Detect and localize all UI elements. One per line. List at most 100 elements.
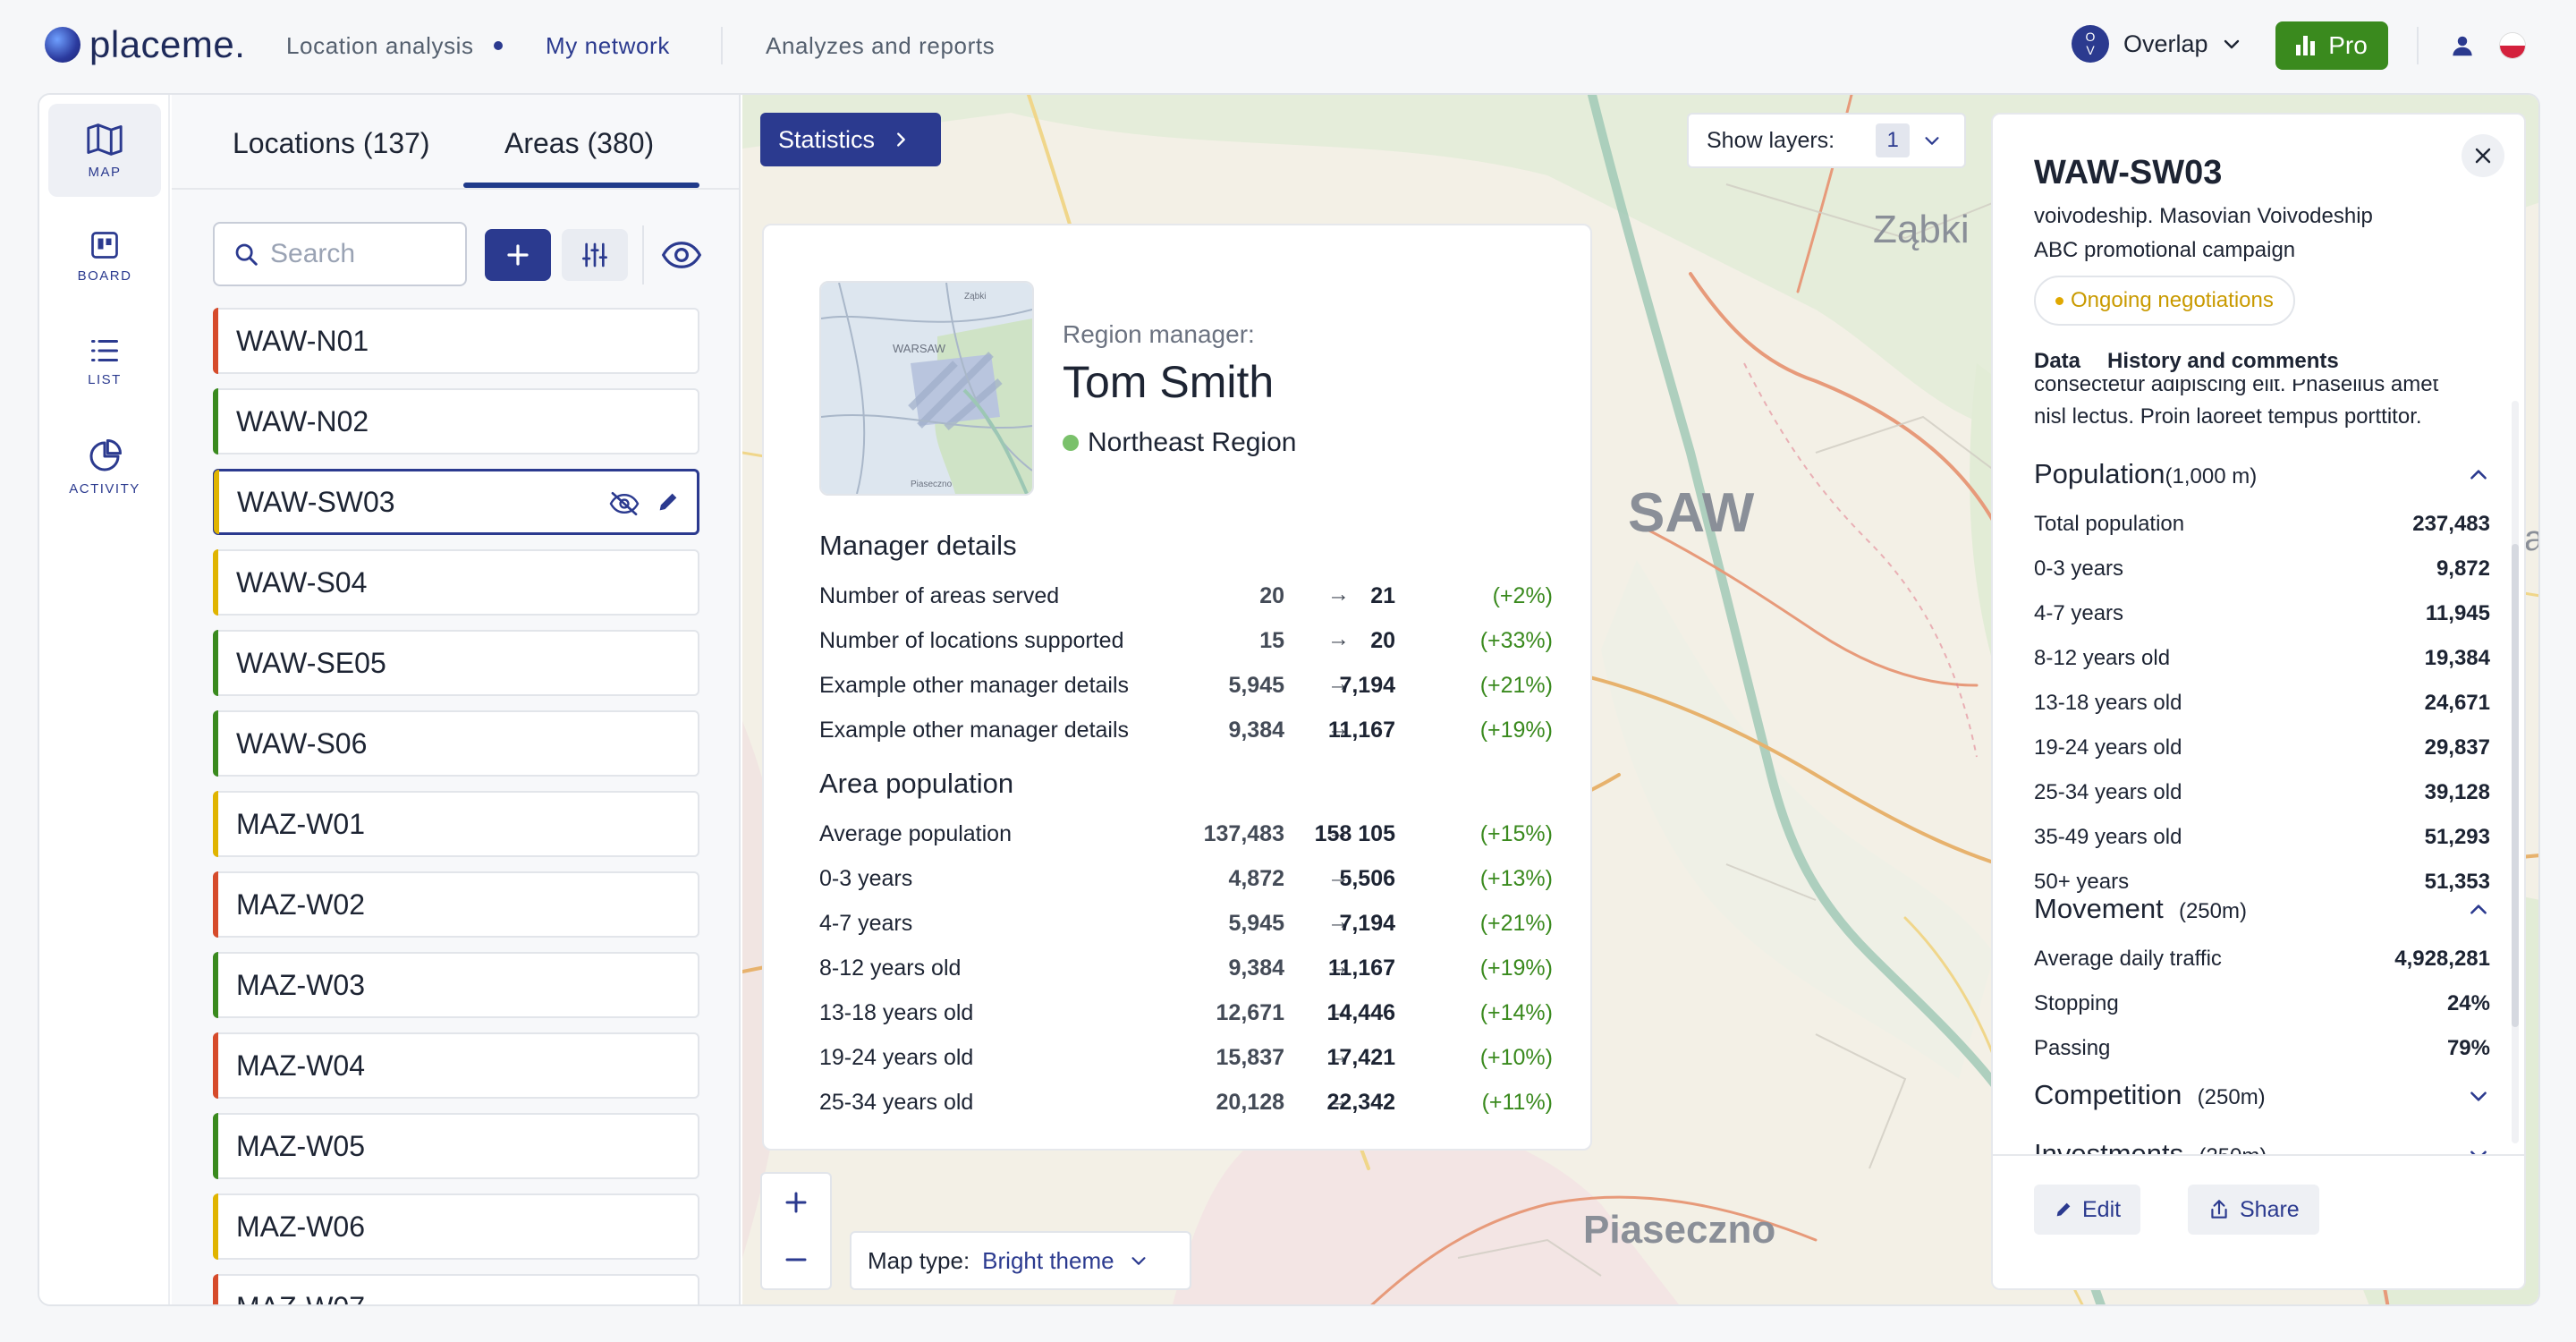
row-previous-value: 15: [1259, 628, 1284, 653]
table-row: Example other manager details 9,384 → 11,16…: [819, 710, 1553, 752]
map-type-dropdown[interactable]: Map type: Bright theme: [850, 1231, 1191, 1290]
list-item[interactable]: MAZ-W06: [213, 1193, 699, 1260]
list-item[interactable]: WAW-N02: [213, 388, 699, 454]
filter-button[interactable]: [562, 229, 628, 281]
zoom-in-button[interactable]: [762, 1174, 830, 1231]
map-label-edge: al: [2524, 519, 2538, 559]
stat-label: 4-7 years: [2034, 601, 2124, 625]
search-input[interactable]: [270, 239, 449, 269]
detail-scrollbar[interactable]: [2512, 401, 2519, 1143]
row-current-value: 20: [1370, 628, 1395, 653]
list-item[interactable]: WAW-N01: [213, 308, 699, 374]
logo[interactable]: placeme.: [45, 23, 245, 66]
list-item[interactable]: WAW-S04: [213, 549, 699, 616]
list-item[interactable]: MAZ-W07: [213, 1274, 699, 1304]
detail-scroll-area[interactable]: consectetur adipiscing elit. Phasellus a…: [1993, 379, 2524, 1154]
list-item-label: WAW-S06: [236, 726, 368, 760]
share-button[interactable]: Share: [2188, 1185, 2319, 1235]
user-icon[interactable]: [2449, 32, 2476, 59]
zoom-out-button[interactable]: [762, 1231, 830, 1288]
tab-history-comments[interactable]: History and comments: [2107, 349, 2339, 373]
list-item-label: WAW-N01: [236, 324, 369, 357]
tab-areas[interactable]: Areas (380): [504, 127, 655, 159]
stat-row: 13-18 years old 24,671: [2034, 691, 2490, 726]
arrow-right-icon: →: [1327, 1088, 1350, 1113]
row-label: 13-18 years old: [819, 1000, 974, 1025]
thumb-label-zabki: Ząbki: [964, 292, 986, 302]
row-label: Number of areas served: [819, 583, 1060, 608]
bar-chart-icon: [2296, 36, 2318, 55]
list-icon: [91, 339, 118, 361]
thumb-label-piaseczno: Piaseczno: [911, 480, 953, 489]
population-section-header[interactable]: Population(1,000 m): [2034, 458, 2490, 490]
rail-item-list[interactable]: LIST: [48, 315, 161, 408]
scrollbar-thumb[interactable]: [2512, 544, 2519, 1027]
area-detail-panel: WAW-SW03 voivodeship. Masovian Voivodesh…: [1991, 113, 2526, 1290]
list-tabs: Locations (137) Areas (380): [172, 95, 739, 190]
visibility-toggle-button[interactable]: [655, 229, 708, 281]
stat-value: 79%: [2446, 1036, 2490, 1060]
row-previous-value: 4,872: [1228, 866, 1284, 891]
nav-analyzes-reports[interactable]: Analyzes and reports: [766, 32, 996, 59]
list-item[interactable]: WAW-S06: [213, 710, 699, 777]
row-previous-value: 5,945: [1228, 911, 1284, 936]
list-item[interactable]: MAZ-W05: [213, 1113, 699, 1179]
region-status-dot: [1063, 435, 1079, 451]
search-icon: [235, 243, 258, 266]
map-canvas[interactable]: Ząbki SAW Piaseczno al Statistics Show l…: [742, 95, 2538, 1304]
rail-item-activity[interactable]: ACTIVITY: [48, 420, 161, 514]
list-item-label: MAZ-W06: [236, 1210, 365, 1243]
area-description: consectetur adipiscing elit. Phasellus a…: [2034, 379, 2439, 429]
arrow-right-icon: →: [1327, 716, 1350, 741]
row-label: 8-12 years old: [819, 956, 962, 981]
nav-my-network[interactable]: My network: [546, 32, 670, 59]
area-campaign: ABC promotional campaign: [2034, 238, 2296, 262]
stat-value: 29,837: [2424, 735, 2490, 760]
stat-value: 237,483: [2412, 512, 2490, 536]
row-label: 4-7 years: [819, 911, 913, 936]
nav-location-analysis[interactable]: Location analysis: [286, 32, 474, 59]
row-change: (+11%): [1481, 1090, 1553, 1115]
rail-item-map[interactable]: MAP: [48, 104, 161, 197]
app-frame: MAP BOARD LIST ACTIVITY Locations (137) …: [38, 93, 2540, 1306]
list-item[interactable]: WAW-SE05: [213, 630, 699, 696]
pro-button[interactable]: Pro: [2275, 21, 2388, 70]
search-field[interactable]: [213, 222, 467, 286]
rail-item-board[interactable]: BOARD: [48, 209, 161, 302]
toolbar-divider: [642, 225, 644, 285]
investments-section-header[interactable]: Investments (250m): [2034, 1138, 2490, 1154]
manager-name: Tom Smith: [1063, 357, 1275, 407]
show-layers-dropdown[interactable]: Show layers: 1: [1687, 113, 1966, 168]
movement-section-header[interactable]: Movement (250m): [2034, 893, 2490, 925]
arrow-right-icon: →: [1327, 626, 1350, 651]
list-item[interactable]: MAZ-W01: [213, 791, 699, 857]
language-flag-icon[interactable]: [2499, 32, 2526, 59]
tab-locations[interactable]: Locations (137): [233, 127, 430, 159]
list-item[interactable]: MAZ-W02: [213, 871, 699, 938]
list-item[interactable]: MAZ-W04: [213, 1032, 699, 1099]
overlap-dropdown[interactable]: O V Overlap: [2072, 25, 2242, 63]
logo-mark-icon: [45, 27, 80, 63]
stat-row: 50+ years 51,353: [2034, 870, 2490, 905]
areas-list-panel: Locations (137) Areas (380) WAW-N01WAW-N…: [172, 95, 741, 1304]
eye-off-icon[interactable]: [609, 489, 640, 518]
areas-list: WAW-N01 WAW-N02 WAW-SW03 WAW-S04 WAW-SE05 WAW…: [213, 308, 701, 1304]
stat-row: 35-49 years old 51,293: [2034, 825, 2490, 861]
statistics-button[interactable]: Statistics: [760, 113, 941, 166]
list-item-label: WAW-SE05: [236, 646, 386, 679]
logo-text: placeme.: [89, 23, 246, 65]
tab-data[interactable]: Data: [2034, 349, 2081, 373]
stat-value: 11,945: [2425, 601, 2490, 625]
stat-row: Passing 79%: [2034, 1036, 2490, 1072]
pencil-icon[interactable]: [656, 489, 681, 514]
table-row: 0-3 years 4,872 → 5,506 (+13%): [819, 859, 1553, 900]
table-row: 8-12 years old 9,384 → 11,167 (+19%): [819, 948, 1553, 990]
row-change: (+2%): [1492, 583, 1553, 608]
competition-section-header[interactable]: Competition (250m): [2034, 1079, 2490, 1111]
add-area-button[interactable]: [485, 229, 551, 281]
list-item-label: WAW-N02: [236, 404, 369, 437]
close-panel-button[interactable]: [2462, 134, 2504, 177]
list-item[interactable]: MAZ-W03: [213, 952, 699, 1018]
edit-button[interactable]: Edit: [2034, 1185, 2141, 1235]
list-item[interactable]: WAW-SW03: [213, 469, 699, 535]
